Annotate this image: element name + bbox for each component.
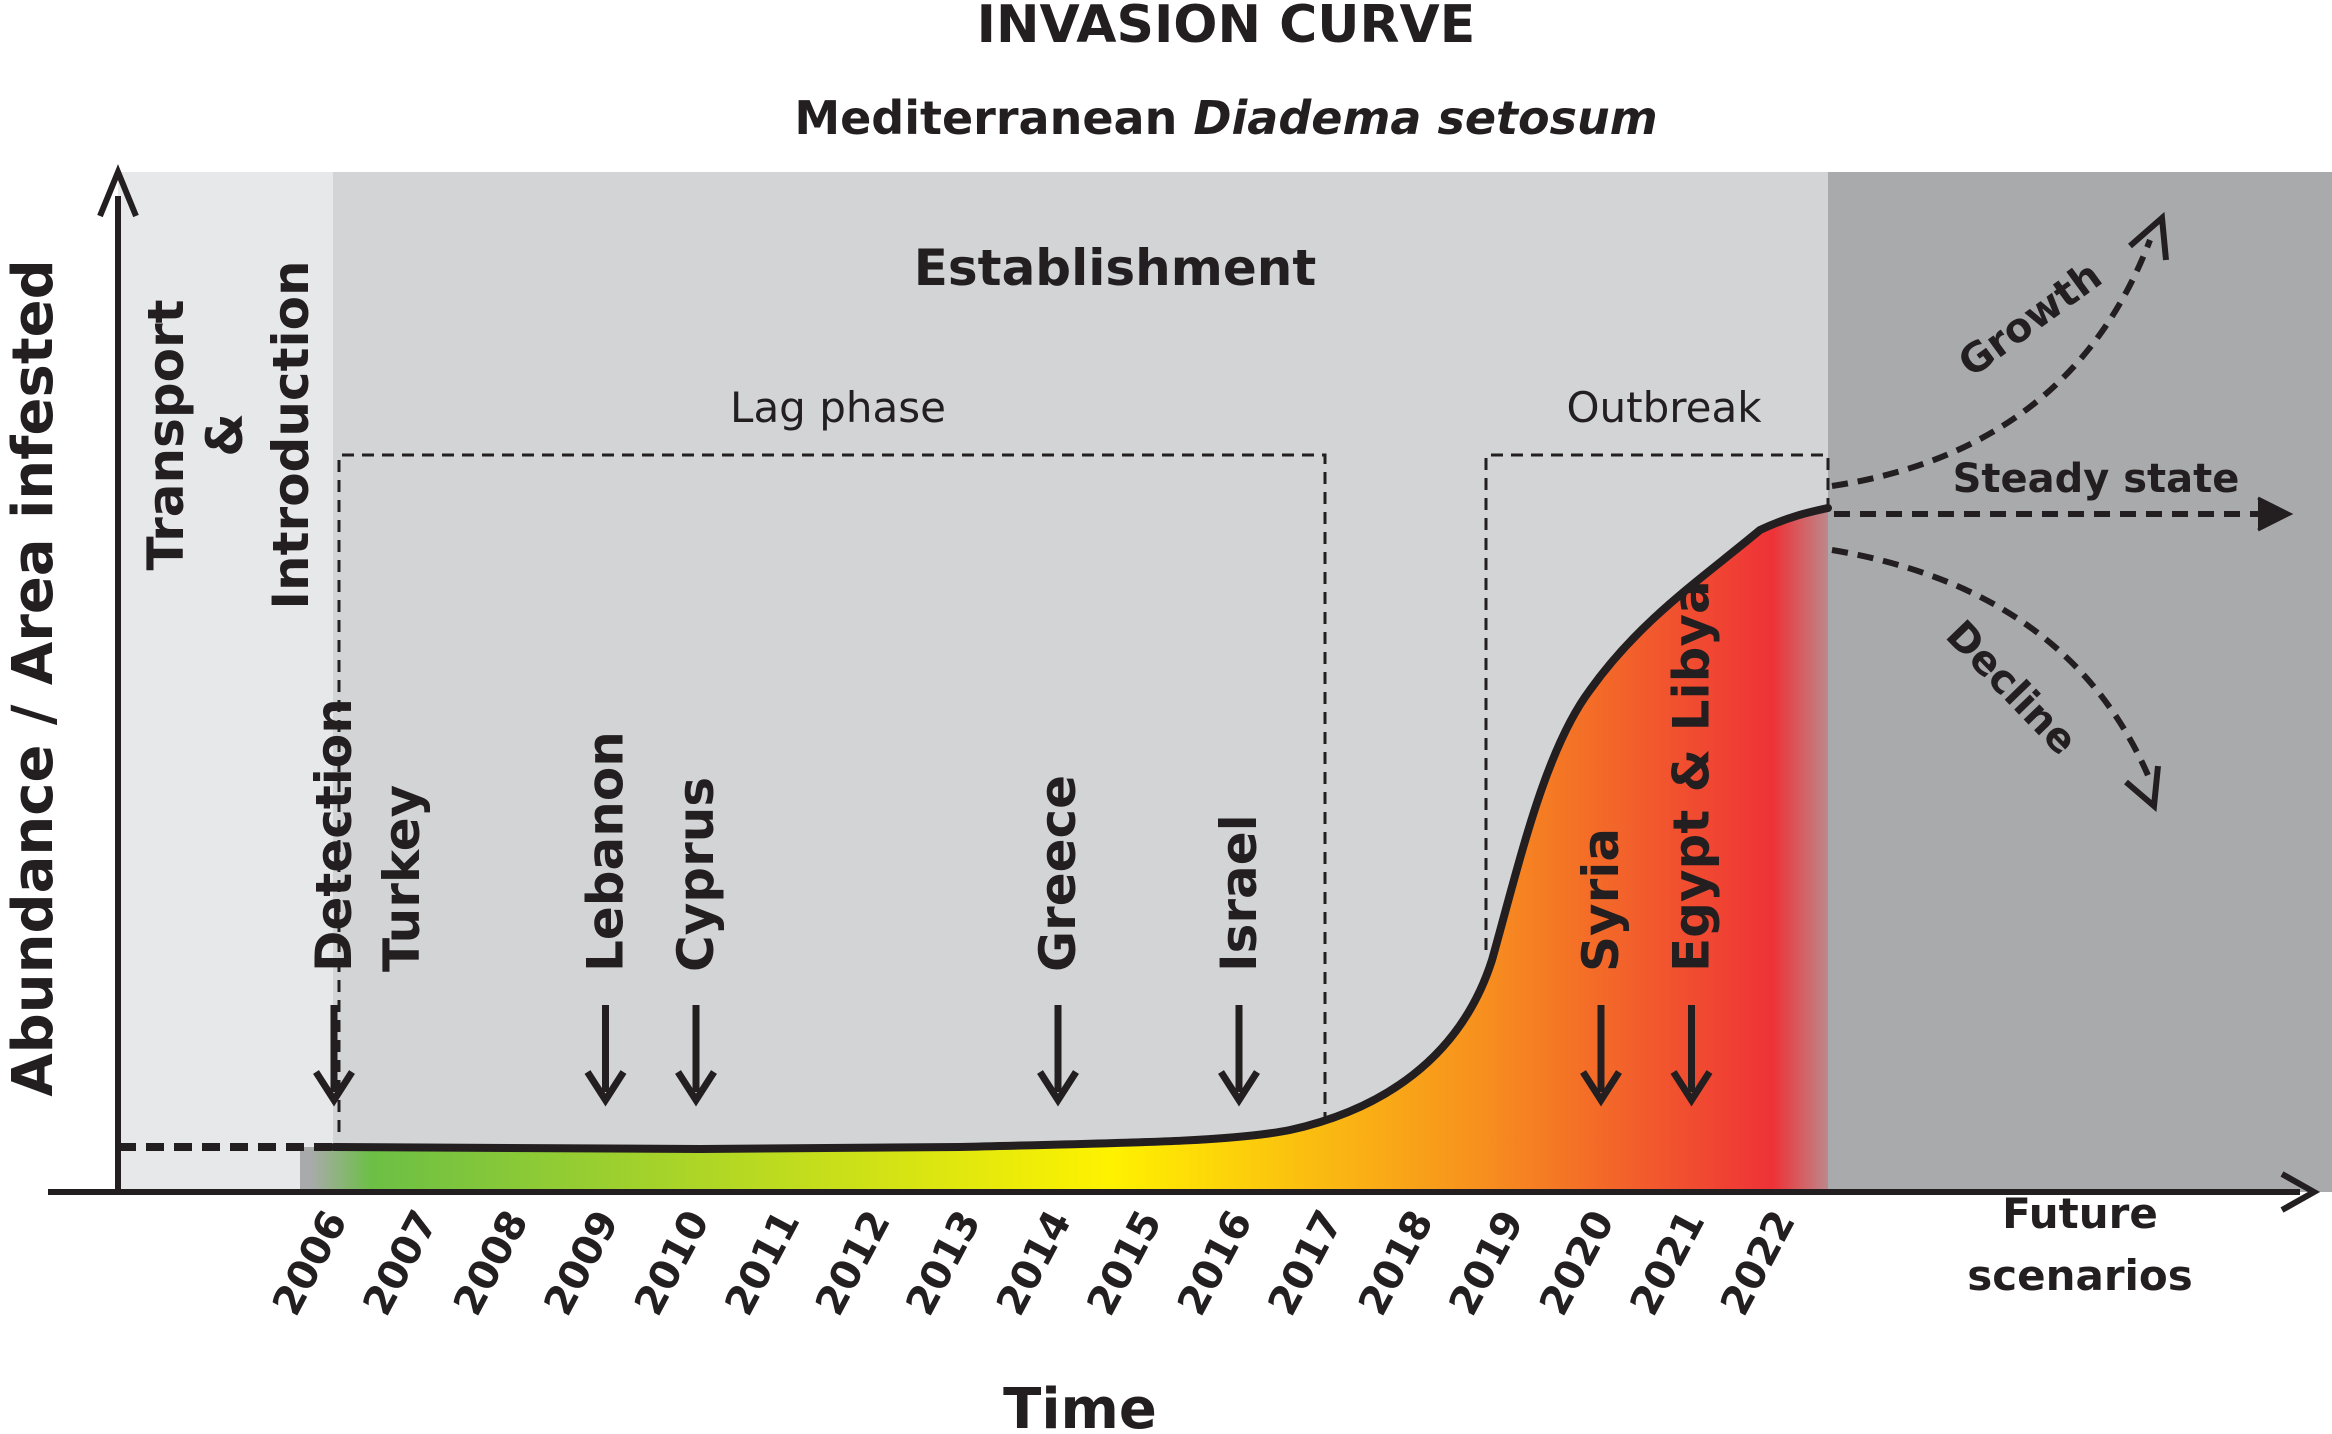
year-label-2015: 2015	[1078, 1203, 1171, 1323]
figure-title: INVASION CURVE	[977, 0, 1476, 55]
year-label-2017: 2017	[1259, 1203, 1352, 1323]
event-arrowhead	[584, 1070, 627, 1107]
year-label-2006: 2006	[264, 1203, 357, 1323]
event-label: Egypt & Libya	[1663, 580, 1721, 972]
future-zone	[1828, 172, 2332, 1192]
event-label: Turkey	[373, 785, 431, 972]
steady-state-arrowhead	[2257, 496, 2294, 532]
y-axis-arrowhead	[97, 164, 139, 218]
x-axis-arrowhead	[2280, 1171, 2321, 1213]
event-2006: Detection Turkey	[305, 698, 431, 1107]
year-label-2012: 2012	[807, 1203, 900, 1323]
figure-subtitle: Mediterranean Diadema setosum	[794, 91, 1657, 145]
year-label-2022: 2022	[1712, 1203, 1805, 1323]
event-label: Israel	[1210, 814, 1268, 972]
year-label-2014: 2014	[988, 1203, 1081, 1323]
year-label-2007: 2007	[354, 1203, 447, 1323]
event-arrowhead	[1670, 1070, 1713, 1107]
year-label-2018: 2018	[1350, 1203, 1443, 1323]
event-2014: Greece	[1029, 775, 1087, 1107]
future-label-line2: scenarios	[1967, 1251, 2193, 1300]
year-label-2013: 2013	[897, 1203, 990, 1323]
stage-transport: Transport	[137, 299, 195, 570]
decline-scenario-arrow	[1831, 547, 2153, 782]
subtitle-species: Diadema setosum	[1193, 91, 1657, 145]
event-arrowhead	[313, 1070, 355, 1107]
stage-lag-phase: Lag phase	[730, 383, 946, 432]
year-label-2009: 2009	[535, 1203, 628, 1323]
outbreak-box	[1484, 453, 1830, 950]
event-arrowhead	[1037, 1070, 1079, 1107]
x-axis-label: Time	[1003, 1377, 1157, 1434]
stage-introduction: Introduction	[262, 260, 320, 609]
event-2021: Egypt & Libya	[1663, 580, 1721, 1107]
event-2009: Lebanon	[577, 731, 635, 1107]
stage-establishment: Establishment	[914, 239, 1317, 297]
invasion-curve-line	[330, 504, 1832, 1154]
lag-phase-box	[337, 453, 1327, 1132]
event-label: Detection	[305, 698, 363, 972]
year-label-2011: 2011	[716, 1203, 809, 1323]
future-label-line1: Future	[2002, 1189, 2158, 1238]
event-2010: Cyprus	[667, 777, 725, 1107]
event-markers: Detection Turkey Lebanon Cyprus Greece Israel…	[305, 580, 1721, 1107]
scenario-steady-state: Steady state	[1953, 456, 2240, 502]
event-label: Cyprus	[667, 777, 725, 972]
event-label: Syria	[1572, 828, 1630, 972]
event-label: Lebanon	[577, 731, 635, 972]
event-arrowhead	[675, 1070, 717, 1107]
subtitle-plain: Mediterranean	[794, 91, 1193, 145]
event-2020: Syria	[1572, 828, 1630, 1107]
event-arrowhead	[1218, 1070, 1260, 1107]
year-label-2019: 2019	[1440, 1203, 1533, 1323]
transport-introduction-zone	[118, 172, 333, 1192]
stage-outbreak: Outbreak	[1566, 383, 1762, 432]
year-tick-labels: 2006200720082009201020112012201320142015…	[264, 1203, 1805, 1323]
growth-arrowhead	[2128, 211, 2169, 261]
year-label-2020: 2020	[1531, 1203, 1624, 1323]
curve-area-fill	[300, 508, 1828, 1192]
stage-ampersand: &	[196, 413, 254, 457]
growth-scenario-arrow	[1831, 238, 2153, 489]
year-label-2008: 2008	[445, 1203, 538, 1323]
event-label: Greece	[1029, 775, 1087, 972]
decline-arrowhead	[2124, 765, 2161, 813]
year-label-2010: 2010	[626, 1203, 719, 1323]
y-axis-label: Abundance / Area infested	[1, 259, 66, 1096]
year-label-2021: 2021	[1621, 1203, 1714, 1323]
event-arrowhead	[1580, 1070, 1622, 1107]
event-2016: Israel	[1210, 814, 1268, 1107]
year-label-2016: 2016	[1169, 1203, 1262, 1323]
